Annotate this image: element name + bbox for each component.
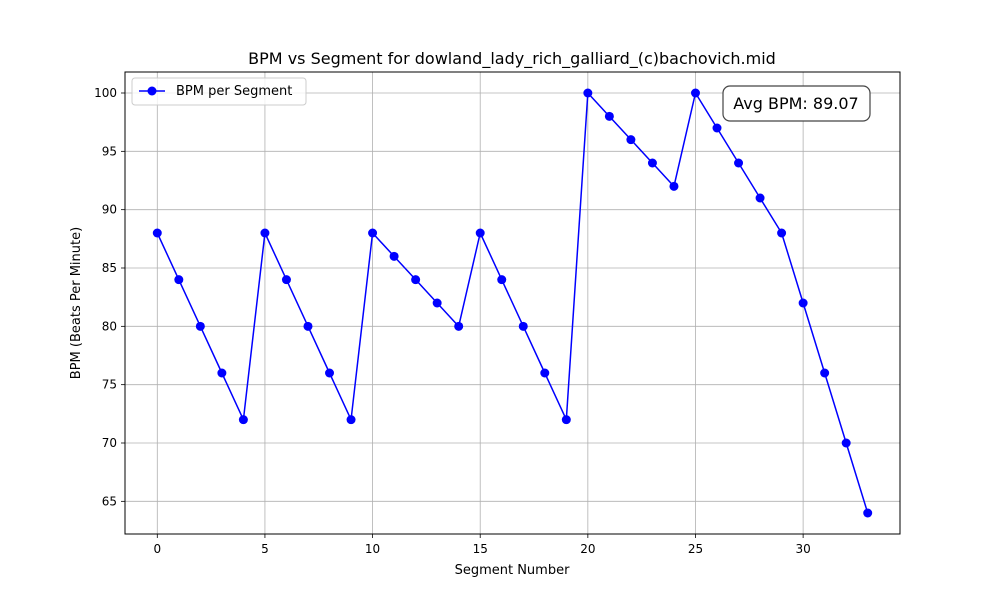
- data-point: [368, 228, 378, 238]
- data-point: [195, 321, 205, 331]
- data-point: [820, 368, 830, 378]
- axis-ticks: 0 5 10 15 20 25 30 65 70 75 80 85 90 95 100: [94, 86, 811, 556]
- data-point: [260, 228, 270, 238]
- legend: BPM per Segment: [131, 77, 307, 106]
- y-tick-label: 85: [102, 261, 117, 275]
- legend-marker-swatch: [147, 86, 157, 96]
- y-tick-label: 70: [102, 436, 117, 450]
- data-point: [863, 508, 873, 518]
- data-point: [238, 415, 248, 425]
- y-tick-label: 75: [102, 378, 117, 392]
- grid-lines: [125, 72, 900, 534]
- legend-box: [131, 77, 307, 106]
- data-point: [281, 275, 291, 285]
- legend-label: BPM per Segment: [176, 84, 292, 99]
- y-tick-label: 90: [102, 203, 117, 217]
- chart-title: BPM vs Segment for dowland_lady_rich_gal…: [248, 49, 776, 69]
- data-point: [518, 321, 528, 331]
- annotation-box: [722, 85, 871, 122]
- data-point: [303, 321, 313, 331]
- data-point: [389, 251, 399, 261]
- data-point: [152, 228, 162, 238]
- data-point: [626, 135, 636, 145]
- data-point: [497, 275, 507, 285]
- x-tick-label: 15: [473, 542, 488, 556]
- x-axis-label: Segment Number: [455, 563, 571, 578]
- data-point: [174, 275, 184, 285]
- data-point: [325, 368, 335, 378]
- data-point: [454, 321, 464, 331]
- series-line: [156, 92, 869, 514]
- data-point: [583, 88, 593, 98]
- y-tick-label: 100: [94, 86, 117, 100]
- data-point: [475, 228, 485, 238]
- data-point: [217, 368, 227, 378]
- data-point: [669, 181, 679, 191]
- x-tick-label: 0: [153, 542, 161, 556]
- data-point: [690, 88, 700, 98]
- average-bpm-text: Avg BPM: 89.07: [733, 94, 858, 113]
- data-point: [604, 111, 614, 121]
- x-tick-label: 25: [688, 542, 703, 556]
- y-axis-label: BPM (Beats Per Minute): [69, 227, 84, 379]
- data-point: [647, 158, 657, 168]
- x-tick-label: 5: [261, 542, 269, 556]
- data-point: [777, 228, 787, 238]
- x-tick-label: 20: [580, 542, 595, 556]
- data-point: [734, 158, 744, 168]
- data-point: [755, 193, 765, 203]
- x-tick-label: 30: [795, 542, 810, 556]
- data-point: [411, 275, 421, 285]
- data-point: [561, 415, 571, 425]
- data-point: [841, 438, 851, 448]
- series-layer: [152, 88, 873, 518]
- data-point: [712, 123, 722, 133]
- data-point: [432, 298, 442, 308]
- y-tick-label: 65: [102, 494, 117, 508]
- x-tick-label: 10: [365, 542, 380, 556]
- average-annotation: Avg BPM: 89.07: [722, 85, 871, 122]
- y-tick-label: 80: [102, 319, 117, 333]
- y-tick-label: 95: [102, 144, 117, 158]
- data-point: [798, 298, 808, 308]
- plot-area-frame: [124, 71, 901, 535]
- data-point: [346, 415, 356, 425]
- data-point: [540, 368, 550, 378]
